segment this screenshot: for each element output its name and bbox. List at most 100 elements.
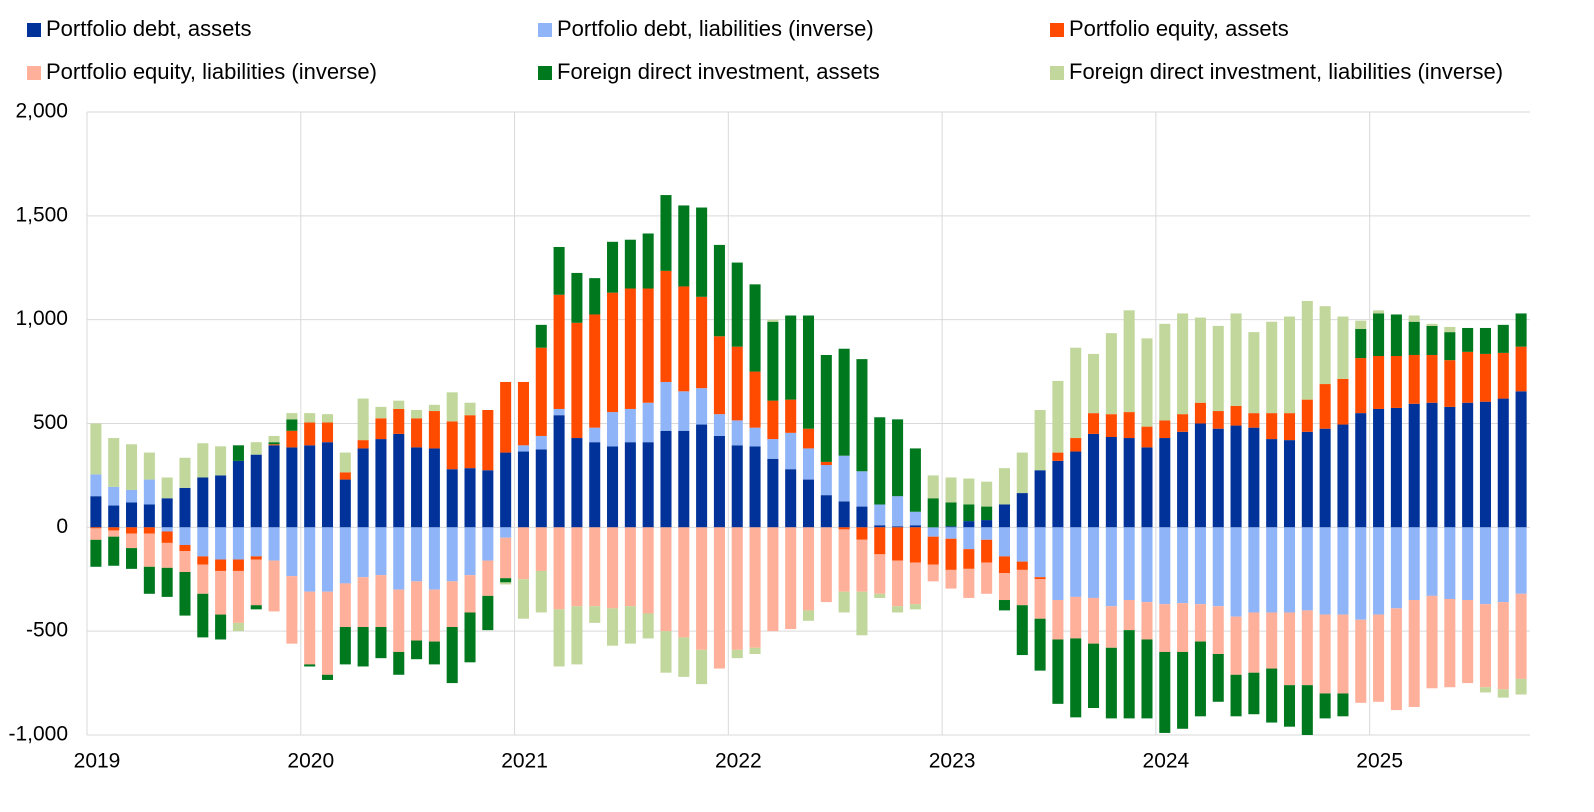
- bar: [535, 324, 547, 348]
- bar: [161, 527, 173, 532]
- bar: [856, 471, 868, 507]
- bar: [589, 278, 601, 315]
- bar: [642, 233, 654, 289]
- bar: [981, 562, 993, 594]
- bar: [642, 288, 654, 403]
- bar: [998, 600, 1010, 611]
- bar: [1462, 327, 1474, 352]
- bar: [232, 460, 244, 528]
- bar: [179, 551, 191, 572]
- bar: [713, 414, 725, 436]
- y-tick-label: 1,000: [15, 307, 68, 330]
- bar: [696, 424, 708, 528]
- bar: [357, 448, 369, 528]
- bar: [1373, 310, 1385, 314]
- bar: [927, 498, 939, 528]
- bar: [945, 477, 957, 503]
- bar: [1355, 527, 1367, 620]
- bar: [339, 527, 351, 584]
- bar: [553, 246, 565, 295]
- bar: [642, 442, 654, 528]
- bar: [1088, 353, 1100, 414]
- bar: [161, 531, 173, 543]
- bar: [411, 527, 423, 582]
- bar: [1194, 402, 1206, 424]
- bar: [660, 270, 672, 382]
- bar: [1177, 431, 1189, 528]
- bar: [197, 556, 209, 565]
- bar: [1194, 317, 1206, 403]
- bar: [1123, 527, 1135, 601]
- bar: [1123, 438, 1135, 528]
- bar: [197, 564, 209, 594]
- bar: [108, 527, 120, 531]
- x-tick-label: 2025: [1356, 750, 1403, 773]
- bar: [1515, 593, 1527, 679]
- bar: [90, 539, 102, 567]
- bar: [802, 610, 815, 621]
- bar: [286, 576, 298, 644]
- legend-swatch: [27, 23, 41, 37]
- bar: [624, 527, 636, 607]
- bar: [607, 527, 619, 609]
- bar: [250, 605, 262, 610]
- bar: [446, 469, 458, 528]
- bar: [1497, 398, 1509, 528]
- legend-swatch: [1050, 23, 1064, 37]
- bar: [749, 427, 761, 447]
- bar: [820, 465, 832, 496]
- bar: [517, 579, 529, 619]
- bar: [1479, 604, 1491, 688]
- x-tick-label: 2020: [287, 750, 334, 773]
- bar: [143, 504, 155, 528]
- bar: [998, 504, 1010, 528]
- bar: [1426, 402, 1438, 528]
- bar: [1444, 406, 1456, 528]
- bar: [1426, 354, 1438, 403]
- bar: [838, 527, 850, 530]
- bar: [517, 445, 529, 452]
- bar: [856, 506, 868, 528]
- bar: [998, 556, 1010, 574]
- bar: [446, 627, 458, 684]
- bar: [589, 527, 601, 607]
- bar: [1479, 401, 1491, 528]
- bar: [339, 479, 351, 528]
- bar: [963, 504, 975, 522]
- bar: [1248, 612, 1260, 673]
- bar: [500, 452, 512, 528]
- bar: [428, 527, 440, 590]
- bar: [838, 348, 850, 456]
- bar: [785, 399, 797, 433]
- bar: [215, 559, 227, 571]
- bar: [713, 435, 725, 528]
- bar: [571, 606, 583, 665]
- bar: [1105, 414, 1117, 437]
- bar: [1390, 407, 1402, 528]
- bar: [1159, 651, 1171, 733]
- bar: [838, 501, 850, 528]
- bar: [909, 527, 921, 563]
- y-tick-label: 2,000: [15, 100, 68, 123]
- bar: [1177, 651, 1189, 729]
- bar: [1301, 399, 1313, 432]
- bar: [802, 479, 815, 528]
- bar: [197, 477, 209, 528]
- bar: [696, 649, 708, 685]
- bar: [1355, 619, 1367, 703]
- bar: [1230, 425, 1242, 528]
- bar: [197, 527, 209, 557]
- bar: [607, 241, 619, 293]
- bar: [785, 527, 797, 630]
- bar: [1355, 413, 1367, 528]
- bar: [1283, 440, 1296, 528]
- bar: [90, 528, 102, 540]
- bar: [482, 527, 494, 561]
- bar: [1088, 413, 1100, 434]
- bar: [981, 520, 993, 528]
- bar: [589, 427, 601, 443]
- bar: [998, 573, 1010, 601]
- bar: [393, 408, 405, 434]
- bar: [874, 593, 886, 598]
